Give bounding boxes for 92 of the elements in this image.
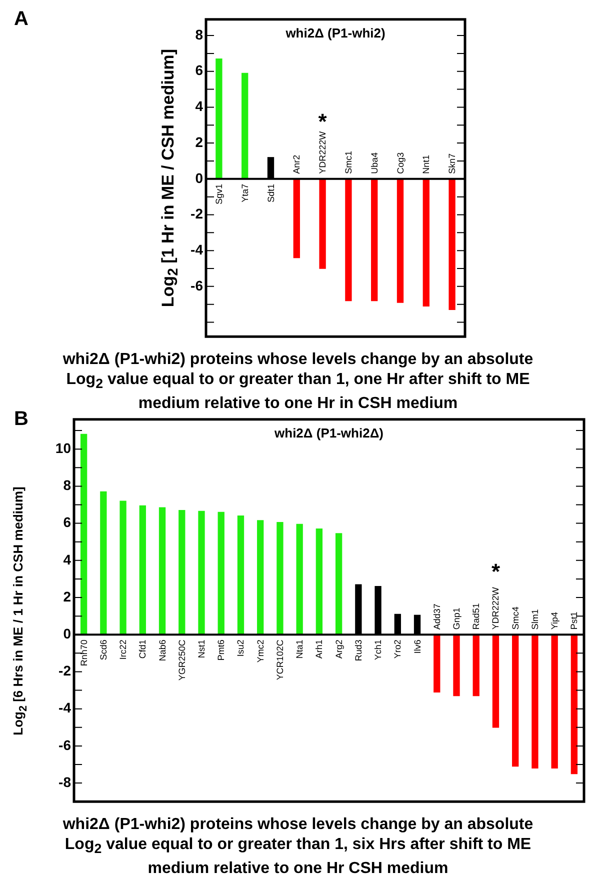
x-tick-label: Scd6: [98, 640, 108, 660]
y-tick-label: 0: [63, 625, 72, 642]
x-tick-label: Sdt1: [266, 184, 276, 202]
x-tick-label: Arh1: [314, 640, 324, 659]
x-tick-label: Ilv6: [412, 640, 422, 654]
x-tick-label: Rud3: [353, 640, 364, 662]
annotation: *: [491, 558, 500, 584]
x-tick-label: Ymc2: [255, 640, 266, 663]
bar: [80, 434, 88, 635]
x-tick-label: YDR222W: [318, 130, 328, 174]
x-tick-label: Yro2: [392, 640, 403, 659]
y-tick-label: 8: [63, 477, 72, 494]
x-tick-label: Arg2: [334, 640, 344, 659]
bar: [198, 510, 205, 635]
bar: [319, 178, 326, 269]
x-tick-label: Nab6: [157, 640, 168, 662]
x-tick-label: Ych1: [373, 640, 384, 660]
bar: [316, 528, 323, 635]
x-tick-label: Sgv1: [214, 184, 224, 204]
bar: [218, 512, 224, 635]
bar: [139, 505, 146, 635]
x-tick-label: Gnp1: [452, 608, 462, 630]
bar: [492, 634, 500, 728]
text: whi2Δ (P1-whi2Δ): [274, 425, 384, 440]
bar: [216, 58, 222, 180]
x-tick-label: Cog3: [395, 152, 406, 174]
y-tick-label: -6: [190, 277, 204, 294]
bar: [570, 634, 578, 774]
x-tick-label: Pst1: [569, 612, 580, 630]
bar: [453, 634, 460, 696]
bar: [512, 634, 519, 767]
bar: [345, 178, 352, 302]
y-tick-label: -6: [58, 736, 72, 753]
bar: [293, 178, 300, 258]
bar: [532, 634, 538, 769]
x-tick-label: Slm1: [530, 609, 540, 630]
bar: [448, 178, 456, 310]
x-tick-label: YDR222W: [490, 586, 501, 630]
y-tick-label: 2: [63, 588, 72, 604]
x-tick-label: Nst1: [196, 640, 206, 658]
x-tick-label: Smc1: [343, 150, 354, 174]
x-tick-label: Nta1: [294, 640, 305, 659]
bar: [242, 72, 248, 180]
y-tick-label: -4: [58, 700, 72, 716]
bar: [296, 524, 303, 635]
bar: [335, 533, 342, 635]
bar: [276, 522, 284, 635]
x-tick-label: Yip4: [550, 612, 560, 630]
x-tick-label: Isu2: [236, 640, 246, 657]
x-tick-label: Rad51: [471, 603, 482, 630]
x-tick-label: Smc4: [510, 606, 520, 630]
y-tick-label: 10: [55, 440, 72, 456]
text: whi2Δ (P1-whi2) proteins whose levels change by an absolute Log$_{2}$ value equal to or greater than 1, one Hr after shift to ME medium relative to one Hr in CSH medium: [62, 350, 534, 414]
bar: [100, 491, 107, 635]
x-tick-label: YCR102C: [274, 639, 285, 680]
bar: [551, 634, 558, 769]
x-tick-label: Cfd1: [138, 640, 148, 659]
x-tick-label: Add37: [432, 604, 442, 630]
y-tick-label: 2: [195, 134, 204, 150]
bar: [120, 500, 126, 635]
bar: [257, 520, 264, 635]
x-tick-label: Yta7: [240, 184, 250, 202]
bar: [472, 634, 480, 696]
y-tick-label: 6: [63, 514, 72, 530]
bar: [422, 178, 430, 306]
y-tick-label: 0: [195, 170, 204, 186]
y-tick-label: -4: [190, 241, 204, 258]
y-tick-label: -2: [58, 662, 72, 679]
bar: [434, 634, 440, 692]
x-tick-label: Irc22: [118, 640, 128, 660]
bar: [371, 178, 378, 302]
x-tick-label: Nnt1: [421, 154, 432, 174]
bar: [158, 507, 166, 635]
y-tick-label: 4: [63, 551, 72, 568]
text: whi2Δ (P1-whi2) proteins whose levels change by an absolute Log$_{2}$ value equal to or greater than 1, six Hrs after shift to ME medium relative to one Hr CSH medium: [62, 815, 534, 879]
x-tick-label: Uba4: [369, 152, 380, 174]
x-tick-label: Anr2: [292, 154, 302, 174]
y-tick-label: 6: [195, 62, 204, 78]
text: A: [14, 8, 28, 31]
x-tick-label: Pmt6: [216, 640, 226, 661]
x-tick-label: Skn7: [447, 153, 458, 174]
bar: [396, 178, 404, 303]
y-tick-label: -8: [58, 774, 72, 790]
bar: [237, 516, 244, 635]
x-tick-label: YGR250C: [176, 639, 187, 681]
text: B: [14, 408, 28, 431]
x-tick-label: Rnh70: [78, 640, 89, 666]
y-tick-label: -2: [190, 206, 204, 222]
y-tick-label: 4: [195, 98, 204, 114]
text: whi2Δ (P1-whi2): [284, 25, 386, 40]
y-tick-label: 8: [195, 26, 204, 42]
bar: [178, 510, 186, 635]
